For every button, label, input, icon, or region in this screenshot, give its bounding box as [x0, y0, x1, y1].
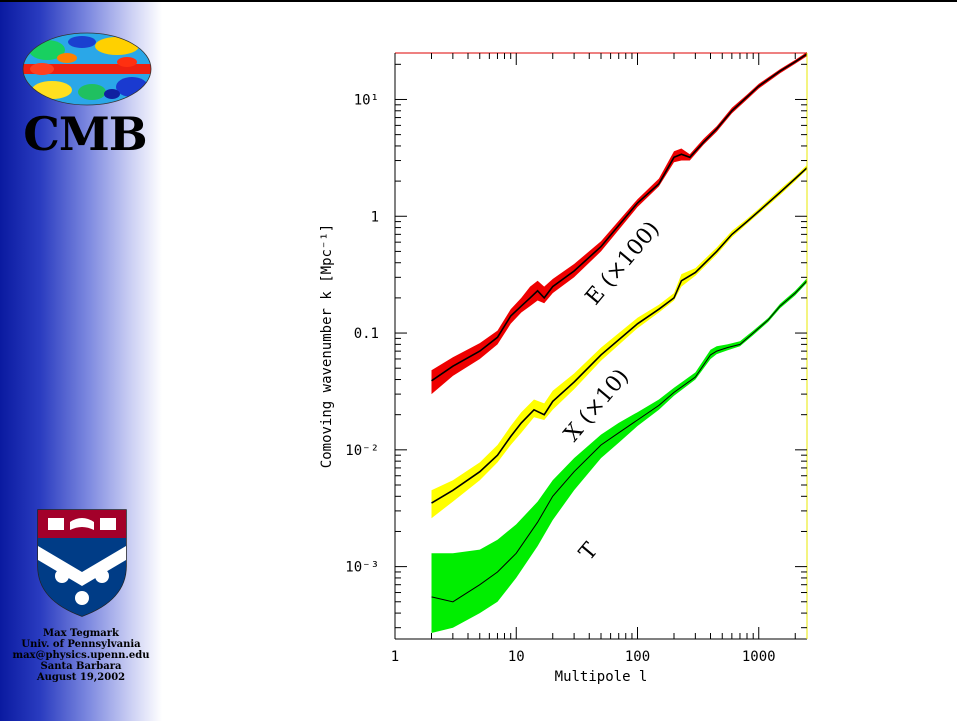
series-band-0 [431, 52, 807, 395]
series-label-t: T [575, 538, 604, 566]
x-tick-label: 1 [391, 649, 399, 665]
penn-shield-logo [37, 509, 127, 617]
credit-name: Max Tegmark [43, 628, 119, 639]
plot-area [431, 52, 808, 633]
top-rule [0, 0, 957, 2]
x-tick-label: 10 [508, 649, 525, 665]
slide-title: CMB [23, 107, 147, 161]
credit-date: August 19,2002 [36, 672, 126, 683]
axis-ticks: 1 10 100 1000 10⁻³ 10⁻² 0.1 1 10¹ [345, 52, 808, 665]
credit-location: Santa Barbara [40, 661, 122, 672]
sidebar: CMB Max Tegmark Univ. of Pennsylvania ma… [0, 2, 162, 721]
k-vs-multipole-chart: 1 10 100 1000 10⁻³ 10⁻² 0.1 1 10¹ Multipole l Co… [319, 52, 808, 685]
x-tick-label: 100 [625, 649, 650, 665]
y-tick-label: 10⁻² [345, 443, 379, 459]
series-label-e: E (×100) [581, 217, 665, 310]
y-tick-label: 1 [371, 209, 379, 225]
series-band-2 [431, 278, 807, 633]
series-line-1 [431, 167, 808, 504]
author-credits: Max Tegmark Univ. of Pennsylvania max@ph… [0, 628, 162, 683]
x-tick-label: 1000 [742, 649, 776, 665]
y-axis-label: Comoving wavenumber k [Mpc⁻¹] [319, 224, 335, 468]
x-axis-label: Multipole l [555, 669, 648, 685]
y-tick-label: 10¹ [354, 92, 379, 108]
credit-affiliation: Univ. of Pennsylvania [21, 639, 141, 650]
series-line-0 [431, 53, 808, 382]
series-line-2 [431, 280, 808, 603]
cmb-sky-map-icon [22, 32, 152, 106]
series-band-1 [431, 165, 807, 519]
y-tick-label: 0.1 [354, 326, 379, 342]
credit-email: max@physics.upenn.edu [12, 650, 150, 661]
y-tick-label: 10⁻³ [345, 560, 379, 576]
